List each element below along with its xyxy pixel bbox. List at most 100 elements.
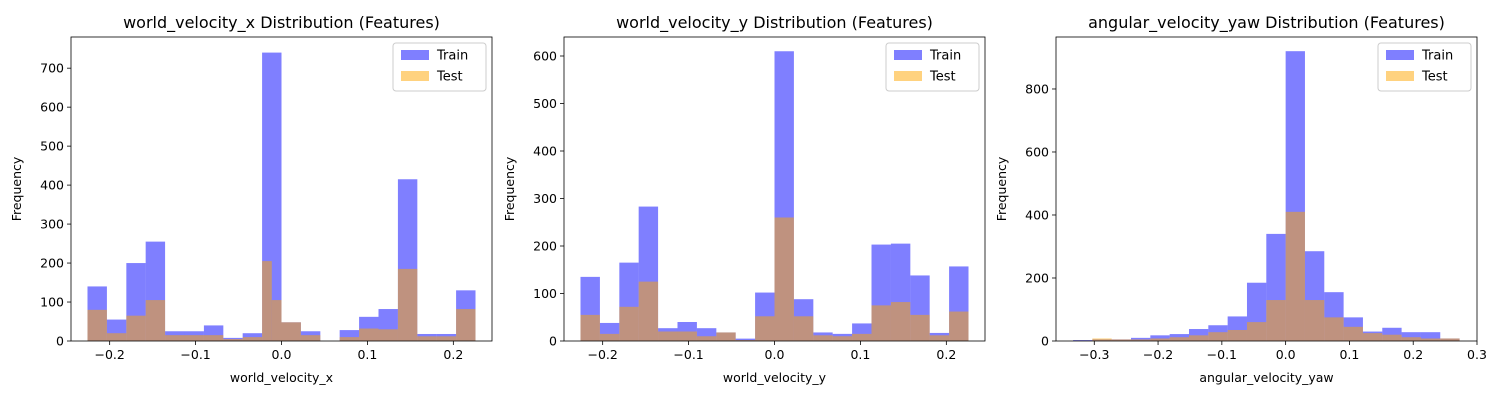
x-tick-label: 0.0: [1276, 347, 1296, 362]
legend: Train Test: [392, 42, 487, 92]
y-tick-label: 600: [533, 49, 557, 64]
bar-test-18: [929, 335, 950, 341]
x-tick-label: −0.1: [180, 347, 210, 362]
bar-test-16: [1382, 334, 1402, 341]
bar-train-13: [339, 330, 360, 341]
bar-test-6: [696, 336, 717, 341]
y-axis-label: Frequency: [9, 156, 24, 221]
bar-test-13: [832, 336, 853, 341]
bar-test-11: [1285, 211, 1305, 341]
y-axis-label: Frequency: [502, 156, 517, 221]
y-axis-label: Frequency: [994, 156, 1009, 221]
y-tick-label: 200: [1025, 270, 1049, 285]
x-tick-label: 0.2: [936, 347, 956, 362]
y-tick-label: 400: [1025, 207, 1049, 222]
y-tick-label: 100: [533, 286, 557, 301]
chart-title: world_velocity_y Distribution (Features): [616, 13, 933, 33]
bar-test-7: [223, 339, 243, 341]
bar-test-7: [1208, 332, 1228, 341]
bar-test-9: [262, 261, 272, 341]
x-tick-label: 0.2: [1403, 347, 1423, 362]
bar-test-14: [1343, 326, 1363, 341]
legend-swatch-train: [894, 50, 922, 60]
y-tick-label: 700: [40, 61, 64, 76]
bar-test-5: [1169, 337, 1189, 341]
bar-test-12: [813, 335, 833, 341]
bar-test-17: [397, 268, 418, 341]
series-test: [1073, 211, 1460, 341]
x-tick-label: 0.1: [850, 347, 870, 362]
x-tick-label: 0.1: [1339, 347, 1359, 362]
chart-title: world_velocity_x Distribution (Features): [123, 13, 440, 33]
bar-test-19: [949, 311, 969, 341]
bar-test-13: [1324, 317, 1344, 341]
x-axis-label: angular_velocity_yaw: [1199, 370, 1333, 385]
bar-test-18: [417, 336, 437, 341]
y-tick-label: 300: [533, 191, 557, 206]
y-tick-label: 600: [1025, 144, 1049, 159]
y-tick-label: 200: [40, 256, 64, 271]
legend-swatch-train: [401, 50, 429, 60]
bar-test-11: [793, 316, 814, 341]
y-tick-label: 500: [40, 139, 64, 154]
bar-test-6: [1188, 335, 1209, 341]
legend-label-test: Test: [929, 70, 956, 85]
bar-test-17: [910, 314, 930, 341]
chart-panel-3: −0.3 −0.2 −0.1 0.0 0.1 0.2 0.3 0 200 400 600 800 ang…: [994, 13, 1487, 385]
y-tick-label: 800: [1025, 81, 1049, 96]
legend-swatch-test: [894, 71, 922, 81]
y-tick-label: 200: [533, 239, 557, 254]
x-tick-label: −0.1: [1207, 347, 1237, 362]
bar-test-16: [378, 329, 398, 341]
bar-test-2: [126, 315, 146, 341]
x-tick-label: −0.1: [673, 347, 703, 362]
x-tick-label: −0.2: [587, 347, 617, 362]
y-tick-label: 0: [549, 334, 557, 349]
y-tick-label: 0: [1041, 334, 1049, 349]
bar-test-14: [852, 333, 872, 341]
bar-test-2: [1111, 339, 1132, 341]
bar-test-12: [300, 335, 321, 341]
legend: Train Test: [885, 42, 980, 92]
bar-test-16: [890, 302, 911, 341]
x-tick-label: 0.1: [357, 347, 377, 362]
legend-label-test: Test: [1421, 70, 1448, 85]
bar-test-5: [677, 331, 697, 341]
y-tick-label: 300: [40, 217, 64, 232]
legend-swatch-test: [1386, 71, 1414, 81]
bar-test-18: [1420, 338, 1441, 341]
bar-test-1: [599, 333, 620, 341]
legend-label-train: Train: [1421, 49, 1453, 64]
x-tick-label: 0.2: [443, 347, 463, 362]
x-axis-label: world_velocity_y: [723, 370, 827, 385]
bar-test-6: [203, 335, 224, 341]
bar-test-15: [359, 328, 379, 341]
bar-test-19: [1440, 338, 1460, 341]
bar-test-1: [106, 333, 127, 341]
x-tick-label: −0.2: [94, 347, 124, 362]
bar-test-5: [184, 335, 204, 341]
bar-test-9: [755, 316, 775, 341]
bar-test-15: [1362, 333, 1383, 341]
bar-test-8: [242, 337, 263, 341]
bar-test-11: [281, 322, 301, 341]
bar-test-4: [165, 335, 185, 341]
y-tick-label: 400: [533, 144, 557, 159]
chart-panel-2: −0.2 −0.1 0.0 0.1 0.2 0 100 200 300 400 500 600 worl…: [502, 13, 986, 385]
legend-swatch-train: [1386, 50, 1414, 60]
x-tick-label: −0.3: [1079, 347, 1109, 362]
chart-panel-1: −0.2 −0.1 0.0 0.1 0.2 0 100 200 300 400 500 600 700 w…: [9, 13, 493, 385]
bar-test-17: [1401, 337, 1421, 341]
bar-test-2: [619, 306, 639, 341]
bar-test-15: [871, 305, 891, 341]
bar-test-10: [774, 217, 794, 341]
y-tick-label: 0: [56, 334, 64, 349]
bar-test-19: [436, 336, 457, 341]
y-tick-label: 400: [40, 178, 64, 193]
bar-test-20: [456, 309, 476, 341]
bar-train-17: [1401, 332, 1421, 341]
bar-test-4: [658, 331, 678, 341]
bar-test-3: [638, 281, 659, 341]
series-train: [1073, 51, 1460, 341]
bar-test-9: [1246, 322, 1267, 341]
